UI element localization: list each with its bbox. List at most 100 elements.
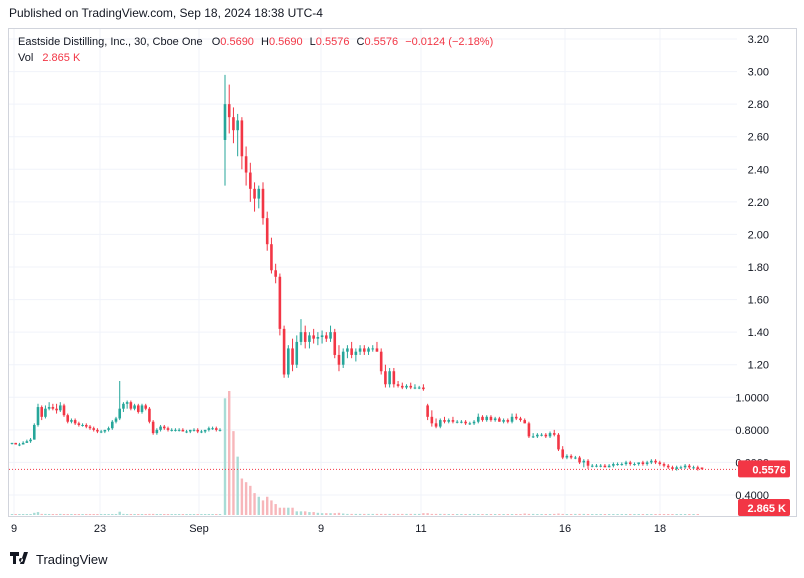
candle-body <box>51 407 55 409</box>
volume-bar <box>379 513 383 515</box>
candle-body <box>110 421 114 429</box>
last-volume-label: 2.865 K <box>747 503 786 515</box>
candle-body <box>616 464 619 466</box>
y-tick-label: 1.60 <box>748 295 769 307</box>
open-value: 0.5690 <box>220 36 254 48</box>
volume-bar <box>477 514 480 515</box>
candle-body <box>358 348 362 352</box>
candle-body <box>468 423 472 425</box>
volume-bar <box>599 514 602 515</box>
volume-bar <box>523 513 526 515</box>
candle-body <box>409 385 413 388</box>
volume-bar <box>155 514 159 515</box>
candle-body <box>527 423 531 437</box>
candle-body <box>125 402 129 404</box>
candle-body <box>151 421 155 434</box>
volume-bar <box>96 514 99 515</box>
candle-body <box>214 428 218 430</box>
candle-body <box>316 337 320 339</box>
candle-body <box>557 434 560 450</box>
volume-legend: Vol 2.865 K <box>18 52 80 64</box>
chart-frame <box>8 28 797 517</box>
candle-body <box>675 467 678 469</box>
candle-body <box>460 421 463 423</box>
volume-bar <box>223 398 227 515</box>
volume-bar <box>426 513 429 515</box>
volume-bar <box>218 514 222 515</box>
x-tick-label: 9 <box>318 523 324 535</box>
volume-bar <box>40 513 43 515</box>
volume-bar <box>396 513 400 515</box>
y-tick-label: 1.40 <box>748 327 769 339</box>
volume-bar <box>371 513 374 515</box>
volume-bar <box>253 493 256 515</box>
candle-body <box>32 424 36 440</box>
x-tick-label: 23 <box>94 523 106 535</box>
candle-body <box>47 407 51 409</box>
x-tick-label: 16 <box>559 523 571 535</box>
candle-body <box>196 429 200 432</box>
volume-bar <box>47 514 51 515</box>
candle-body <box>114 418 118 422</box>
candle-body <box>185 431 188 433</box>
candle-body <box>519 418 522 421</box>
volume-bar <box>489 514 493 515</box>
candle-body <box>354 351 358 355</box>
y-tick-label: 2.20 <box>748 197 769 209</box>
candle-body <box>531 436 535 438</box>
candle-body <box>405 385 408 388</box>
candle-body <box>422 387 425 390</box>
volume-label: Vol <box>18 52 34 64</box>
volume-bar <box>151 513 155 515</box>
candle-body <box>476 416 480 422</box>
volume-bar <box>603 514 607 515</box>
volume-bar <box>392 513 396 515</box>
candle-body <box>438 420 442 427</box>
candle-body <box>295 341 299 365</box>
volume-bar <box>122 513 125 515</box>
volume-bar <box>675 514 678 515</box>
volume-bar <box>200 514 203 515</box>
volume-bar <box>88 514 92 515</box>
candle-body <box>696 467 700 469</box>
volume-bar <box>527 513 531 515</box>
volume-bar <box>346 513 349 515</box>
candle-body <box>443 420 446 422</box>
candle-body <box>144 405 148 409</box>
candle-body <box>536 434 539 437</box>
volume-bar <box>519 514 522 515</box>
volume-bar <box>25 514 29 515</box>
volume-bar <box>228 391 231 515</box>
volume-bar <box>650 514 653 515</box>
volume-bar <box>696 514 699 515</box>
candle-body <box>590 465 594 467</box>
low-value: 0.5576 <box>315 36 350 48</box>
volume-bar <box>468 514 472 515</box>
volume-bar <box>215 514 218 515</box>
volume-bar <box>21 514 25 515</box>
volume-bar <box>350 513 353 515</box>
volume-bar <box>422 513 425 515</box>
y-tick-label: 3.00 <box>748 67 769 79</box>
candle-body <box>21 442 25 445</box>
volume-bar <box>308 512 311 515</box>
volume-bar <box>430 513 434 515</box>
candle-body <box>299 332 303 342</box>
candle-body <box>25 441 29 443</box>
volume-bar <box>375 513 379 515</box>
volume-bar <box>692 514 695 515</box>
candle-body <box>320 335 324 338</box>
candle-body <box>481 416 484 421</box>
volume-bar <box>667 514 670 515</box>
candle-body <box>493 418 497 421</box>
candle-body <box>540 434 543 436</box>
candle-body <box>620 464 624 466</box>
volume-bar <box>44 513 47 515</box>
volume-bar <box>177 514 181 515</box>
x-tick-label: Sep <box>189 523 209 535</box>
volume-bar <box>51 514 55 515</box>
candle-body <box>118 408 122 419</box>
volume-bar <box>192 514 196 515</box>
tradingview-brand[interactable]: TradingView <box>10 552 108 567</box>
